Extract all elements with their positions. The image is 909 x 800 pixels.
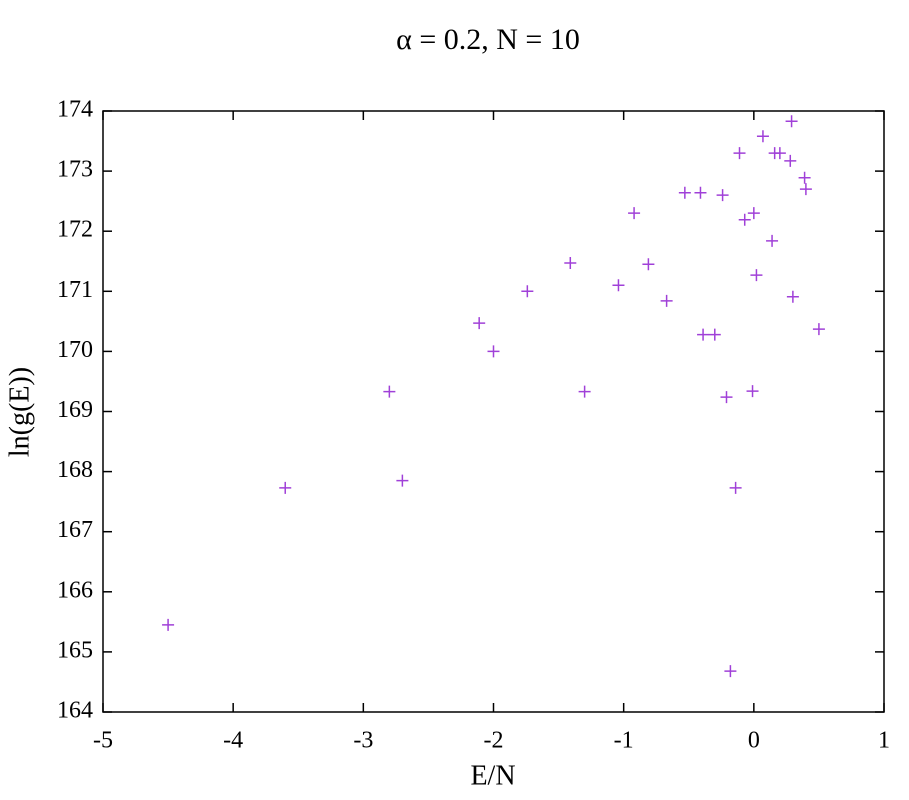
- point: [678, 186, 691, 199]
- y-tick-label: 166: [57, 577, 93, 603]
- x-tick-label: -5: [93, 728, 113, 754]
- point: [799, 183, 812, 196]
- point: [642, 258, 655, 271]
- y-tick-label: 165: [57, 637, 93, 663]
- y-axis-label: ln(g(E)): [4, 367, 35, 457]
- point: [716, 189, 729, 202]
- chart-title: α = 0.2, N = 10: [396, 23, 580, 56]
- y-tick-label: 172: [57, 217, 93, 243]
- y-tick-label: 171: [57, 277, 93, 303]
- point: [812, 323, 825, 336]
- point: [746, 385, 759, 398]
- point: [738, 213, 751, 226]
- point: [773, 147, 786, 160]
- point: [660, 294, 673, 307]
- point: [720, 391, 733, 404]
- point: [784, 154, 797, 167]
- point: [697, 328, 710, 341]
- point: [785, 115, 798, 128]
- point: [756, 130, 769, 143]
- x-tick-label: -3: [353, 728, 373, 754]
- point: [487, 345, 500, 358]
- point: [396, 474, 409, 487]
- x-tick-label: 0: [748, 728, 760, 754]
- point: [473, 317, 486, 330]
- point: [733, 147, 746, 160]
- x-axis-label: E/N: [470, 760, 515, 791]
- y-tick-label: 169: [57, 397, 93, 423]
- x-tick-label: -2: [484, 728, 504, 754]
- y-tick-label: 174: [57, 97, 93, 123]
- point: [521, 285, 534, 298]
- point: [564, 257, 577, 270]
- point: [628, 207, 641, 220]
- point: [612, 279, 625, 292]
- y-tick-label: 170: [57, 337, 93, 363]
- point: [798, 171, 811, 184]
- point: [708, 328, 721, 341]
- point: [786, 290, 799, 303]
- point: [383, 385, 396, 398]
- point: [747, 207, 760, 220]
- point: [578, 385, 591, 398]
- point: [750, 269, 763, 282]
- x-tick-label: 1: [878, 728, 890, 754]
- point: [162, 618, 175, 631]
- x-tick-label: -4: [223, 728, 243, 754]
- point: [724, 665, 737, 678]
- y-tick-label: 164: [57, 698, 93, 724]
- y-tick-label: 167: [57, 517, 93, 543]
- plot-frame: [102, 110, 885, 713]
- point: [766, 234, 779, 247]
- point: [729, 481, 742, 494]
- y-tick-label: 168: [57, 457, 93, 483]
- y-tick-label: 173: [57, 157, 93, 183]
- point: [279, 481, 292, 494]
- point: [694, 186, 707, 199]
- x-tick-label: -1: [614, 728, 634, 754]
